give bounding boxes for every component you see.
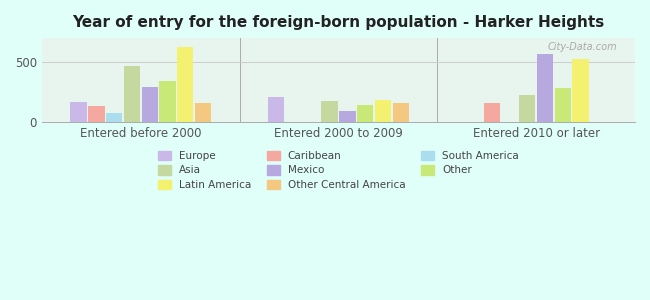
Bar [177, 46, 194, 122]
Bar [519, 95, 536, 122]
Bar [339, 111, 356, 122]
Bar [70, 102, 86, 122]
Bar [484, 103, 500, 122]
Bar [88, 106, 105, 122]
Bar [124, 66, 140, 122]
Legend: Europe, Asia, Latin America, Caribbean, Mexico, Other Central America, South Ame: Europe, Asia, Latin America, Caribbean, … [159, 151, 519, 190]
Bar [321, 101, 338, 122]
Text: City-Data.com: City-Data.com [547, 42, 618, 52]
Bar [268, 97, 285, 122]
Bar [393, 103, 409, 122]
Bar [142, 87, 158, 122]
Bar [357, 105, 373, 122]
Bar [159, 81, 176, 122]
Bar [106, 113, 122, 122]
Bar [195, 103, 211, 122]
Bar [375, 100, 391, 122]
Bar [554, 88, 571, 122]
Bar [573, 59, 589, 122]
Title: Year of entry for the foreign-born population - Harker Heights: Year of entry for the foreign-born popul… [72, 15, 604, 30]
Bar [537, 54, 553, 122]
